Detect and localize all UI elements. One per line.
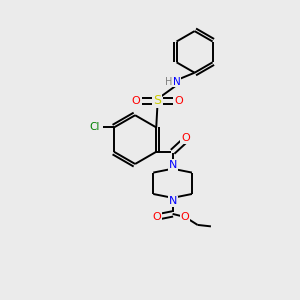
Text: N: N — [168, 196, 177, 206]
Text: O: O — [153, 212, 161, 223]
Text: O: O — [131, 96, 140, 106]
Text: Cl: Cl — [89, 122, 100, 132]
Text: H: H — [165, 76, 172, 87]
Text: O: O — [175, 96, 184, 106]
Text: S: S — [153, 94, 161, 107]
Text: O: O — [181, 133, 190, 143]
Text: N: N — [168, 160, 177, 170]
Text: O: O — [181, 212, 190, 223]
Text: N: N — [173, 76, 181, 87]
